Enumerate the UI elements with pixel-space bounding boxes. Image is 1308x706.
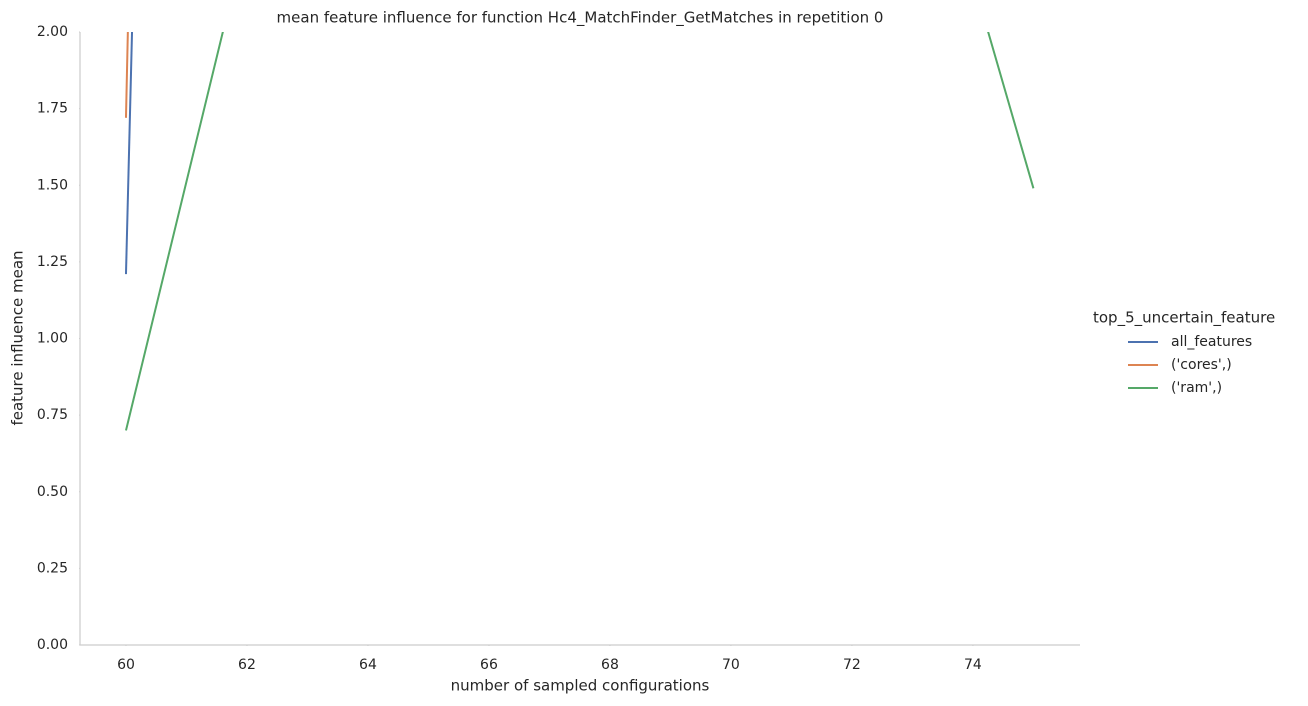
y-tick-label: 0.25 [37,560,68,576]
y-tick-label: 1.50 [37,177,68,193]
y-tick-label: 1.75 [37,101,68,117]
x-tick-label: 72 [843,657,861,673]
y-tick-label: 0.75 [37,407,68,423]
y-axis-label: feature influence mean [9,250,27,425]
y-tick-label: 0.50 [37,484,68,500]
x-tick-label: 70 [722,657,740,673]
plot-area [124,32,1035,431]
chart-title: mean feature influence for function Hc4_… [277,9,884,28]
y-tick-label: 0.00 [37,637,68,653]
x-tick-label: 62 [238,657,256,673]
y-tick-label: 1.25 [37,254,68,270]
legend-title: top_5_uncertain_feature [1093,309,1275,328]
data-line [124,32,134,275]
y-tick-label: 2.00 [37,24,68,40]
x-tick-label: 68 [601,657,619,673]
x-tick-label: 60 [117,657,135,673]
x-axis-label: number of sampled configurations [451,677,710,695]
legend-label: ('cores',) [1171,357,1232,373]
legend-label: all_features [1171,334,1252,350]
y-tick-label: 1.00 [37,331,68,347]
x-tick-label: 74 [964,657,982,673]
x-tick-label: 64 [359,657,377,673]
legend-label: ('ram',) [1171,380,1222,396]
x-tick-label: 66 [480,657,498,673]
data-line [125,32,1035,431]
